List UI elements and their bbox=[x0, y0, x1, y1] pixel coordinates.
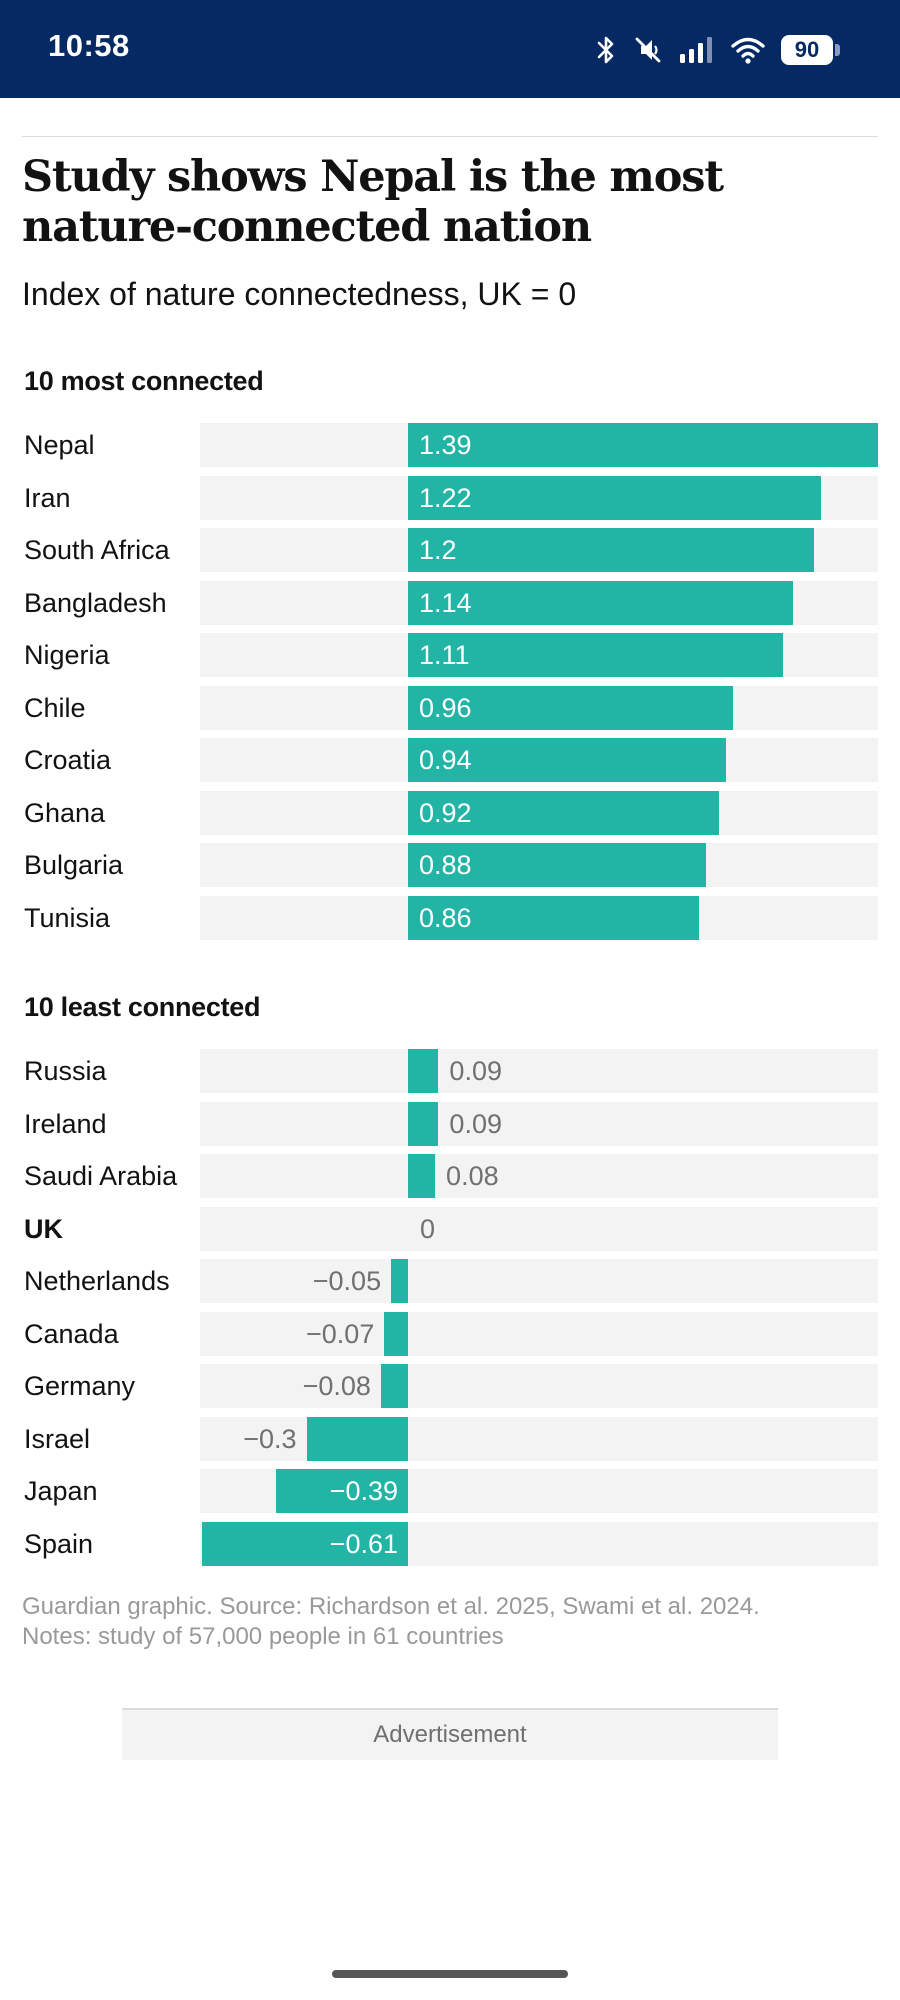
bar bbox=[384, 1312, 408, 1356]
section-title: 10 most connected bbox=[24, 366, 264, 396]
source-note: Guardian graphic. Source: Richardson et … bbox=[22, 1592, 882, 1652]
mute-icon bbox=[633, 35, 663, 65]
bar-track bbox=[200, 1312, 878, 1356]
bar bbox=[201, 1522, 408, 1566]
value-label: 1.11 bbox=[419, 640, 470, 670]
value-label: −0.05 bbox=[312, 1266, 382, 1296]
bar bbox=[408, 896, 699, 940]
country-label: Germany bbox=[24, 1371, 136, 1401]
top-divider bbox=[22, 136, 878, 137]
bar bbox=[408, 1102, 439, 1146]
advertisement-label: Advertisement bbox=[122, 1708, 778, 1760]
bar-track bbox=[200, 1364, 878, 1408]
source-line: Guardian graphic. Source: Richardson et … bbox=[22, 1593, 760, 1620]
bar bbox=[408, 686, 733, 730]
value-label: 0.08 bbox=[446, 1161, 499, 1191]
bar bbox=[408, 528, 814, 572]
value-label: 1.14 bbox=[419, 588, 472, 618]
home-indicator[interactable] bbox=[332, 1970, 568, 1978]
value-label: −0.39 bbox=[329, 1476, 398, 1506]
value-label: 1.39 bbox=[419, 430, 472, 460]
country-label: Canada bbox=[24, 1319, 119, 1349]
status-icons: 90 bbox=[595, 30, 840, 70]
value-label: 1.22 bbox=[419, 483, 472, 513]
signal-icon bbox=[679, 36, 715, 64]
value-label: 0.86 bbox=[419, 903, 472, 933]
bar-track bbox=[200, 1049, 878, 1093]
bar-track bbox=[200, 1102, 878, 1146]
value-label: 0.96 bbox=[419, 693, 472, 723]
country-label: Tunisia bbox=[24, 903, 111, 933]
battery-level: 90 bbox=[781, 35, 833, 65]
bar bbox=[408, 791, 720, 835]
value-label: −0.07 bbox=[306, 1319, 375, 1349]
bar bbox=[408, 1154, 436, 1198]
bar bbox=[408, 581, 794, 625]
country-label: Ireland bbox=[24, 1109, 107, 1139]
country-label: Ghana bbox=[24, 798, 106, 828]
bar bbox=[408, 423, 878, 467]
bar bbox=[408, 476, 821, 520]
value-label: −0.61 bbox=[329, 1529, 398, 1559]
bar bbox=[391, 1259, 408, 1303]
country-label: Chile bbox=[24, 693, 86, 723]
bar bbox=[276, 1469, 408, 1513]
bar-track bbox=[200, 1154, 878, 1198]
value-label: 0.09 bbox=[449, 1056, 502, 1086]
bar bbox=[408, 843, 706, 887]
status-bar: 10:58 90 bbox=[0, 0, 900, 98]
country-label: Spain bbox=[24, 1529, 94, 1559]
bar bbox=[408, 738, 726, 782]
country-label: Bulgaria bbox=[24, 850, 124, 880]
country-label: Iran bbox=[24, 483, 71, 513]
value-label: −0.3 bbox=[243, 1424, 297, 1454]
bar bbox=[408, 1049, 439, 1093]
bar-track bbox=[200, 1259, 878, 1303]
chart-subtitle: Index of nature connectedness, UK = 0 bbox=[22, 276, 577, 312]
status-time: 10:58 bbox=[48, 28, 130, 63]
headline: Study shows Nepal is the most nature-con… bbox=[22, 152, 724, 252]
country-label: Nigeria bbox=[24, 640, 110, 670]
bar bbox=[306, 1417, 408, 1461]
country-label: Japan bbox=[24, 1476, 98, 1506]
wifi-icon bbox=[731, 36, 765, 64]
country-label: South Africa bbox=[24, 535, 170, 565]
country-label: Bangladesh bbox=[24, 588, 167, 618]
bar-track bbox=[200, 1417, 878, 1461]
section-title: 10 least connected bbox=[24, 992, 261, 1022]
battery-icon: 90 bbox=[781, 35, 840, 65]
country-label: Israel bbox=[24, 1424, 91, 1454]
value-label: −0.08 bbox=[302, 1371, 371, 1401]
bar bbox=[380, 1364, 408, 1408]
bluetooth-icon bbox=[595, 35, 617, 65]
country-label: Nepal bbox=[24, 430, 95, 460]
country-label: Croatia bbox=[24, 745, 112, 775]
bar-track bbox=[200, 1207, 878, 1251]
value-label: 0.88 bbox=[419, 850, 472, 880]
notes-line: Notes: study of 57,000 people in 61 coun… bbox=[22, 1623, 504, 1650]
value-label: 0.09 bbox=[449, 1109, 502, 1139]
value-label: 0.94 bbox=[419, 745, 472, 775]
country-label: Netherlands bbox=[24, 1266, 170, 1296]
country-label: Saudi Arabia bbox=[24, 1161, 178, 1191]
bar bbox=[408, 633, 784, 677]
value-label: 1.2 bbox=[419, 535, 457, 565]
country-label: UK bbox=[24, 1214, 63, 1244]
value-label: 0.92 bbox=[419, 798, 472, 828]
country-label: Russia bbox=[24, 1056, 107, 1086]
value-label: 0 bbox=[420, 1214, 436, 1244]
